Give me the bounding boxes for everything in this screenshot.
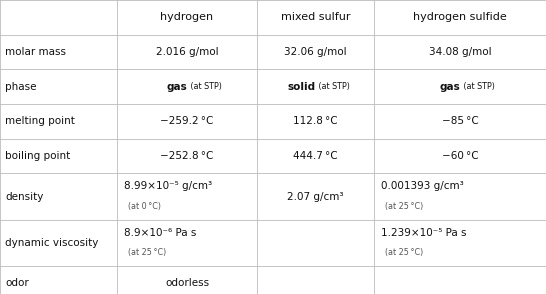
Text: gas: gas: [439, 82, 460, 92]
Text: (at 25 °C): (at 25 °C): [385, 248, 423, 257]
Text: hydrogen sulfide: hydrogen sulfide: [413, 12, 507, 22]
Text: 1.239×10⁻⁵ Pa s: 1.239×10⁻⁵ Pa s: [381, 228, 466, 238]
Text: (at STP): (at STP): [461, 82, 495, 91]
Text: 2.016 g/mol: 2.016 g/mol: [156, 47, 218, 57]
Text: boiling point: boiling point: [5, 151, 71, 161]
Text: −252.8 °C: −252.8 °C: [161, 151, 213, 161]
Text: phase: phase: [5, 82, 37, 92]
Text: mixed sulfur: mixed sulfur: [281, 12, 350, 22]
Text: −259.2 °C: −259.2 °C: [161, 116, 213, 126]
Text: (at STP): (at STP): [317, 82, 351, 91]
Text: −60 °C: −60 °C: [442, 151, 478, 161]
Text: −85 °C: −85 °C: [442, 116, 478, 126]
Text: 32.06 g/mol: 32.06 g/mol: [284, 47, 347, 57]
Text: 34.08 g/mol: 34.08 g/mol: [429, 47, 491, 57]
Text: odorless: odorless: [165, 278, 209, 288]
Text: density: density: [5, 191, 44, 202]
Text: molar mass: molar mass: [5, 47, 67, 57]
Text: hydrogen: hydrogen: [161, 12, 213, 22]
Text: 112.8 °C: 112.8 °C: [293, 116, 337, 126]
Text: 8.99×10⁻⁵ g/cm³: 8.99×10⁻⁵ g/cm³: [124, 181, 212, 191]
Text: 8.9×10⁻⁶ Pa s: 8.9×10⁻⁶ Pa s: [124, 228, 197, 238]
Text: 444.7 °C: 444.7 °C: [293, 151, 337, 161]
Text: odor: odor: [5, 278, 29, 288]
Text: gas: gas: [166, 82, 187, 92]
Text: 0.001393 g/cm³: 0.001393 g/cm³: [381, 181, 464, 191]
Text: melting point: melting point: [5, 116, 75, 126]
Text: (at 25 °C): (at 25 °C): [128, 248, 167, 257]
Text: dynamic viscosity: dynamic viscosity: [5, 238, 99, 248]
Text: (at 25 °C): (at 25 °C): [385, 202, 423, 211]
Text: 2.07 g/cm³: 2.07 g/cm³: [287, 191, 343, 202]
Text: (at 0 °C): (at 0 °C): [128, 202, 161, 211]
Text: solid: solid: [287, 82, 316, 92]
Text: (at STP): (at STP): [188, 82, 222, 91]
